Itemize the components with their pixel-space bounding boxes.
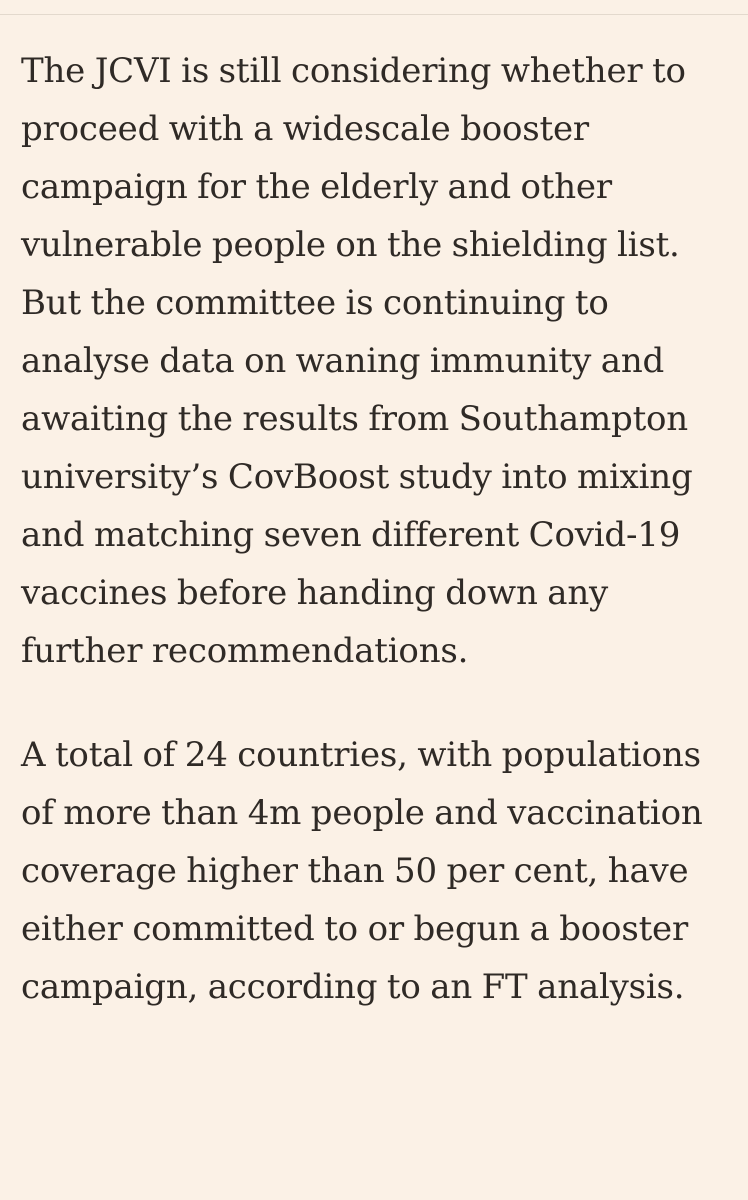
article-paragraph: The JCVI is still considering whether to… xyxy=(21,51,693,671)
article-body: The JCVI is still considering whether to… xyxy=(21,42,736,1016)
article-paragraph: A total of 24 countries, with population… xyxy=(21,735,703,1007)
top-divider xyxy=(0,0,748,15)
